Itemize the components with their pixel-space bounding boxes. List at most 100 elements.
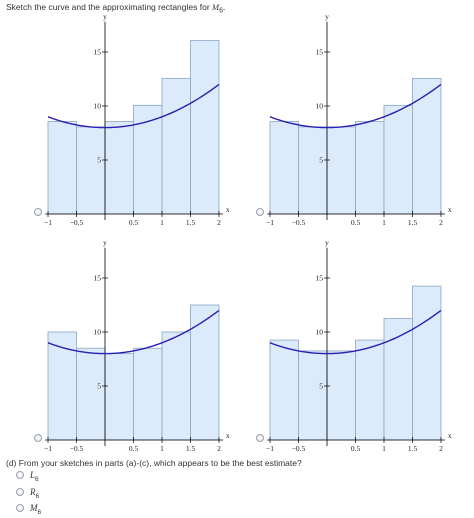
y-tick-label: 5	[97, 382, 101, 391]
x-tick-label: 2	[217, 218, 221, 227]
option-l6-sub: 6	[35, 475, 39, 483]
option-r6[interactable]: R6	[16, 487, 40, 500]
approx-rectangle	[383, 318, 413, 441]
graph-option-2: −1 −0.5 0.5 1 1.5 2 5 10 15 x y	[266, 12, 472, 228]
y-tick-label: 10	[316, 328, 324, 337]
x-tick-label: 1.5	[186, 218, 196, 227]
graph-option-4-radio[interactable]	[256, 434, 264, 442]
x-tick-label: 1	[382, 444, 386, 453]
y-tick-label: 5	[319, 382, 323, 391]
x-axis-label: x	[448, 431, 452, 440]
x-tick-label: 1.5	[408, 444, 418, 453]
x-tick-label: 0.5	[129, 218, 139, 227]
x-tick-label: 1.5	[186, 444, 196, 453]
question-prefix: Sketch the curve and the approximating r…	[6, 2, 213, 12]
option-m6[interactable]: M6	[16, 503, 42, 516]
x-axis-label: x	[448, 205, 452, 214]
option-m6-radio[interactable]	[16, 504, 24, 512]
y-tick-label: 15	[94, 48, 102, 57]
function-curve	[47, 83, 220, 129]
x-axis-label: x	[226, 431, 230, 440]
option-m6-sub: 6	[37, 508, 42, 516]
y-axis-label: y	[103, 12, 107, 21]
y-tick-label: 10	[316, 102, 324, 111]
approx-rectangle	[47, 121, 77, 215]
part-d-prompt: (d) From your sketches in parts (a)-(c),…	[6, 458, 302, 468]
function-curve	[269, 83, 442, 129]
question-sub: 6	[219, 6, 224, 15]
approx-rectangle	[161, 331, 191, 441]
approx-rectangle	[133, 347, 163, 441]
approx-rectangle	[326, 350, 356, 441]
x-tick-label: −1	[266, 444, 274, 453]
x-tick-label: 1	[160, 218, 164, 227]
approx-rectangle	[104, 121, 134, 215]
approx-rectangle	[383, 104, 413, 215]
option-r6-sub: 6	[35, 492, 40, 500]
approx-rectangle	[355, 121, 385, 215]
graph-option-1-radio[interactable]	[34, 208, 42, 216]
approx-rectangle	[76, 126, 106, 215]
option-l6-symbol: L	[30, 470, 36, 480]
x-tick-label: 0.5	[129, 444, 139, 453]
y-tick-label: 10	[94, 102, 102, 111]
y-tick-label: 5	[319, 156, 323, 165]
x-tick-label: −0.5	[70, 444, 84, 453]
y-tick-label: 5	[97, 156, 101, 165]
approx-rectangle	[355, 339, 385, 441]
graph-option-4: −1 −0.5 0.5 1 1.5 2 5 10 15 x y	[266, 238, 472, 454]
approx-rectangle	[412, 285, 442, 441]
y-tick-label: 15	[316, 274, 324, 283]
approx-rectangle	[298, 350, 328, 441]
x-tick-label: 1.5	[408, 218, 418, 227]
x-tick-label: 2	[217, 444, 221, 453]
option-r6-symbol: R	[30, 487, 36, 497]
x-tick-label: −1	[266, 218, 274, 227]
graph-option-3: −1 −0.5 0.5 1 1.5 2 5 10 15 x y	[44, 238, 250, 454]
x-tick-label: 1	[382, 218, 386, 227]
graph-option-2-radio[interactable]	[256, 208, 264, 216]
option-l6[interactable]: L6	[16, 470, 39, 483]
graph-4-svg: −1 −0.5 0.5 1 1.5 2 5 10 15 x y	[266, 238, 452, 453]
x-tick-label: −1	[44, 218, 52, 227]
approx-rectangle	[298, 126, 328, 215]
question-prompt: Sketch the curve and the approximating r…	[6, 2, 225, 15]
y-axis-label: y	[325, 12, 329, 21]
x-tick-label: −0.5	[70, 218, 84, 227]
x-tick-label: 0.5	[351, 444, 361, 453]
option-m6-symbol: M	[30, 503, 38, 513]
graph-option-3-radio[interactable]	[34, 434, 42, 442]
approx-rectangle	[190, 304, 220, 441]
approx-rectangle	[412, 77, 442, 215]
y-axis-label: y	[103, 238, 107, 247]
x-tick-label: 2	[439, 218, 443, 227]
option-r6-radio[interactable]	[16, 488, 24, 496]
graph-1-svg: −1 −0.5 0.5 1 1.5 2 5 10 15 x y	[44, 12, 230, 227]
graph-3-svg: −1 −0.5 0.5 1 1.5 2 5 10 15 x y	[44, 238, 230, 453]
graph-2-svg: −1 −0.5 0.5 1 1.5 2 5 10 15 x y	[266, 12, 452, 227]
y-tick-label: 10	[94, 328, 102, 337]
x-tick-label: −0.5	[292, 218, 306, 227]
x-tick-label: 1	[160, 444, 164, 453]
option-l6-radio[interactable]	[16, 471, 24, 479]
question-symbol: M	[212, 2, 220, 12]
x-tick-label: −0.5	[292, 444, 306, 453]
approx-rectangle	[326, 126, 356, 215]
x-tick-label: 0.5	[351, 218, 361, 227]
approx-rectangle	[104, 353, 134, 441]
approx-rectangle	[269, 121, 299, 215]
y-tick-label: 15	[316, 48, 324, 57]
x-tick-label: 2	[439, 444, 443, 453]
function-curve	[47, 309, 220, 355]
approx-rectangle	[76, 347, 106, 441]
approx-rectangle	[269, 339, 299, 441]
x-axis-label: x	[226, 205, 230, 214]
function-curve	[269, 309, 442, 355]
approx-rectangle	[190, 40, 220, 215]
graph-option-1: −1 −0.5 0.5 1 1.5 2 5 10 15 x y	[44, 12, 250, 228]
question-suffix: .	[223, 2, 226, 12]
y-axis-label: y	[325, 238, 329, 247]
y-tick-label: 15	[94, 274, 102, 283]
approx-rectangle	[161, 77, 191, 215]
x-tick-label: −1	[44, 444, 52, 453]
